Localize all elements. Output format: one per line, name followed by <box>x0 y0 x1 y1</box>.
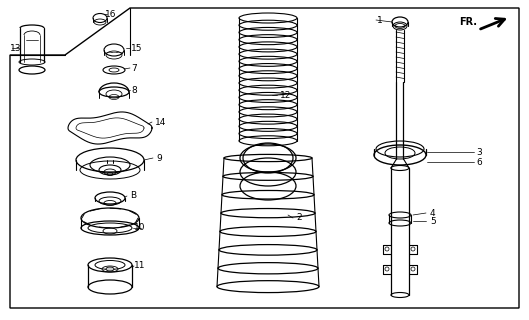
Text: 10: 10 <box>134 223 145 233</box>
Text: 11: 11 <box>134 260 145 269</box>
Text: 1: 1 <box>377 15 383 25</box>
Text: 16: 16 <box>105 10 116 19</box>
Text: 8: 8 <box>131 85 137 94</box>
Text: FR.: FR. <box>459 17 477 27</box>
Text: 12: 12 <box>280 91 291 100</box>
Text: 13: 13 <box>10 44 22 52</box>
Ellipse shape <box>106 267 114 271</box>
Text: 15: 15 <box>131 44 142 52</box>
Text: 9: 9 <box>156 154 162 163</box>
Text: 4: 4 <box>430 209 435 218</box>
Text: 2: 2 <box>296 213 302 222</box>
Text: B: B <box>130 191 136 201</box>
Text: 5: 5 <box>430 217 436 226</box>
Text: 6: 6 <box>476 157 482 166</box>
Text: 3: 3 <box>476 148 482 156</box>
Text: 7: 7 <box>131 63 137 73</box>
Text: 14: 14 <box>155 117 167 126</box>
